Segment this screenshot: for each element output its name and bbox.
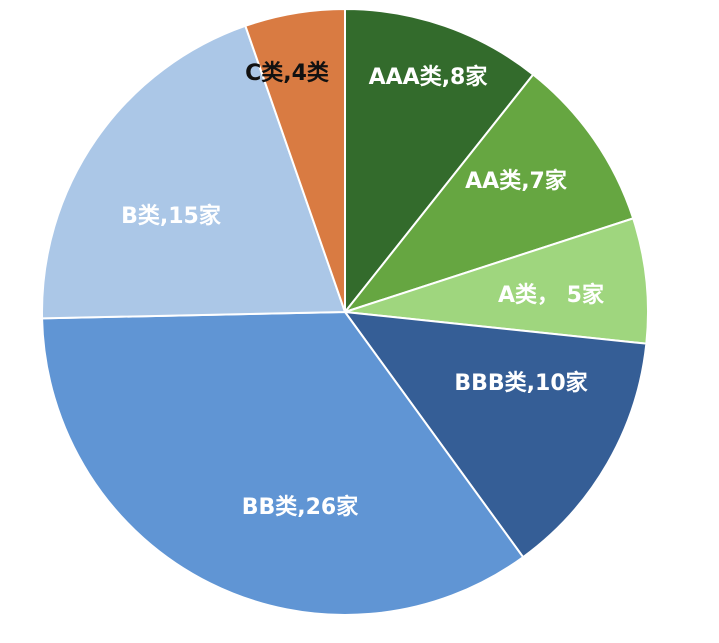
pie-slices — [41, 7, 649, 616]
pie-slice-b — [41, 24, 347, 320]
pie-slice-bb — [41, 310, 525, 616]
pie-label-a: A类， 5家 — [498, 282, 605, 308]
pie-label-aa: AA类,7家 — [465, 168, 568, 194]
pie-label-aaa: AAA类,8家 — [369, 64, 489, 90]
pie-labels: AAA类,8家 AA类,7家 A类， 5家 BBB类,10家 BB类,26家 B类,15家… — [121, 61, 605, 520]
pie-slice-aa — [342, 73, 635, 314]
pie-label-bbb: BBB类,10家 — [454, 370, 588, 396]
pie-slice-c — [244, 7, 346, 313]
pie-slice-bbb — [342, 310, 648, 559]
pie-label-bb: BB类,26家 — [242, 494, 360, 520]
pie-slice-a — [344, 217, 649, 345]
pie-label-c: C类,4类 — [245, 61, 330, 86]
pie-slice-aaa — [344, 7, 535, 315]
pie-label-b: B类,15家 — [121, 203, 222, 229]
